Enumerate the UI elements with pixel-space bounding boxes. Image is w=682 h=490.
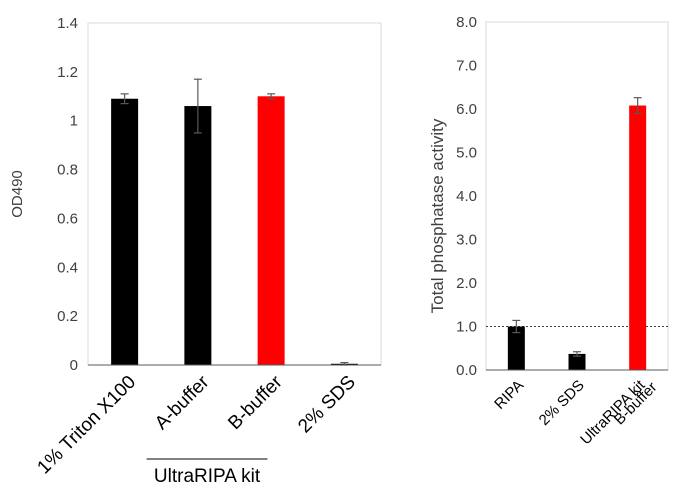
x-category-label: 2% SDS (536, 377, 588, 429)
y-tick-label: 1.0 (456, 319, 477, 336)
y-tick-label: 0.2 (57, 308, 78, 325)
bar (568, 353, 586, 370)
error-bars (512, 97, 642, 357)
y-tick-label: 5.0 (456, 145, 477, 162)
y-tick-label: 1.4 (57, 15, 78, 32)
chart-phosphatase: 0.0 1.0 2.0 3.0 4.0 5.0 6.0 7.0 8.0 RIPA 2% SDSUl… (428, 14, 669, 448)
x-category-label: RIPA (491, 377, 527, 413)
bars (507, 105, 647, 371)
x-category-labels: 1% Triton X100 A-buffer B-buffer 2% SDS (33, 371, 359, 478)
x-category-label: 1% Triton X100 (33, 372, 140, 479)
y-axis-label: OD490 (9, 170, 26, 218)
y-tick-label: 3.0 (456, 232, 477, 249)
bars (111, 96, 358, 366)
y-tick-labels: 0.0 1.0 2.0 3.0 4.0 5.0 6.0 7.0 8.0 (456, 14, 477, 379)
group-label: UltraRIPA kit (154, 466, 261, 487)
y-tick-label: 0.6 (57, 210, 78, 227)
y-axis-label: Total phosphatase activity (428, 118, 447, 313)
y-tick-label: 4.0 (456, 188, 477, 205)
y-tick-label: 8.0 (456, 14, 477, 31)
y-tick-label: 0.0 (456, 362, 477, 379)
bar (184, 106, 212, 366)
y-tick-label: 0 (70, 357, 78, 374)
y-tick-label: 7.0 (456, 58, 477, 75)
chart-od490: 0 0.2 0.4 0.6 0.8 1 1.2 1.4 1% Triton X100 A-buf… (9, 15, 382, 487)
x-category-label: A-buffer (151, 371, 214, 434)
y-tick-labels: 0 0.2 0.4 0.6 0.8 1 1.2 1.4 (57, 15, 78, 374)
bar (257, 96, 285, 366)
x-category-label: B-buffer (224, 371, 287, 434)
y-tick-label: 1.2 (57, 64, 78, 81)
y-tick-label: 0.8 (57, 162, 78, 179)
x-category-label: 2% SDS (294, 372, 360, 438)
bar (111, 98, 139, 365)
y-tick-label: 1 (70, 113, 78, 130)
y-tick-label: 2.0 (456, 275, 477, 292)
bar (629, 105, 647, 371)
bar (507, 326, 525, 370)
error-bars (120, 78, 349, 366)
y-tick-label: 0.4 (57, 259, 78, 276)
y-tick-label: 6.0 (456, 101, 477, 118)
